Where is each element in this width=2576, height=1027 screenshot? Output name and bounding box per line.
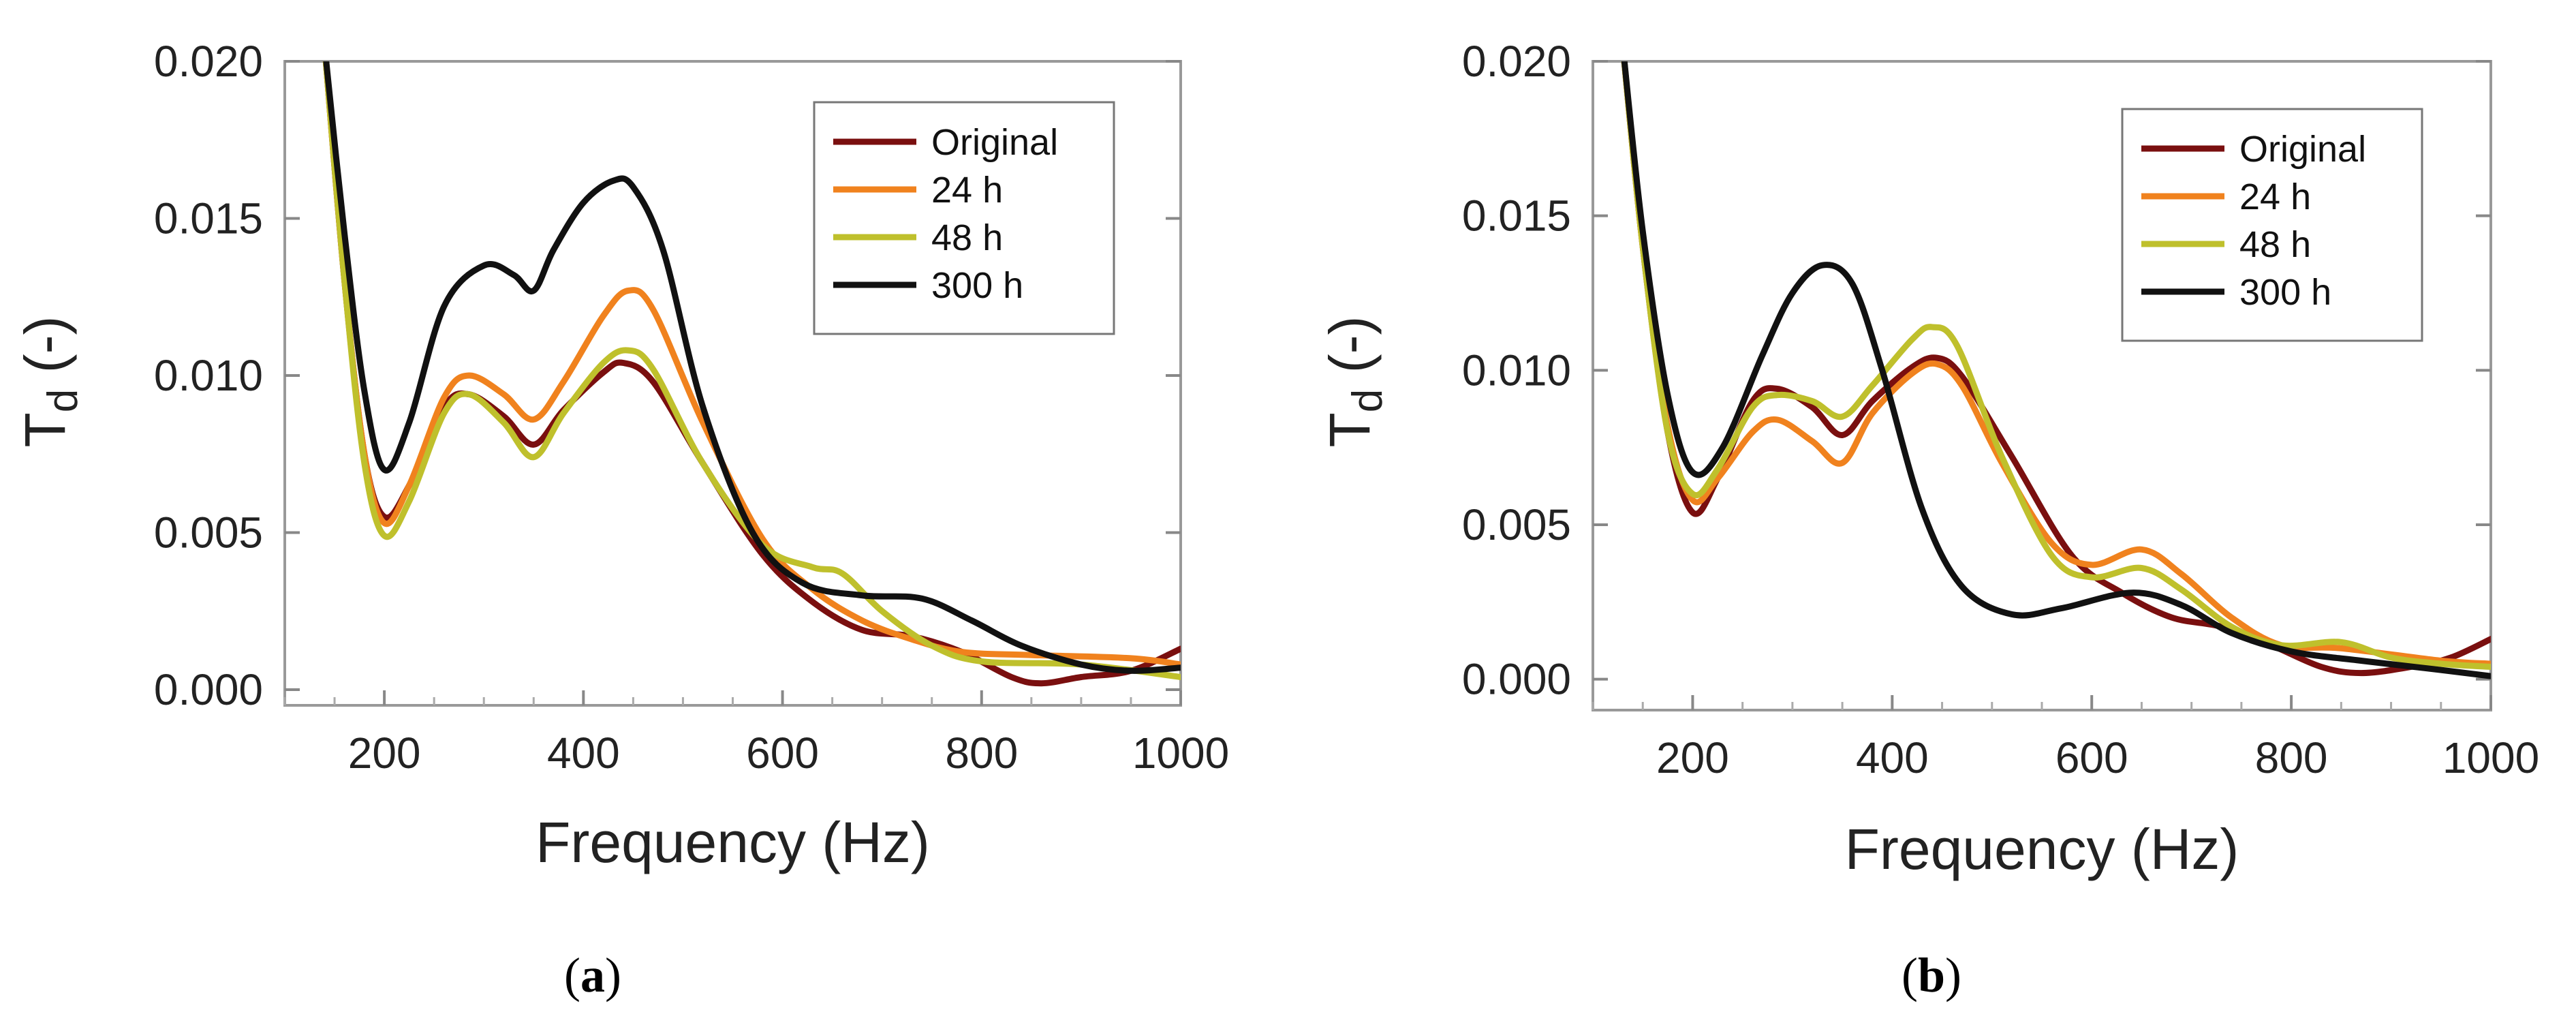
legend-label: 24 h: [2239, 177, 2311, 217]
x-tick-label: 600: [2055, 733, 2128, 782]
caption-letter: a: [580, 948, 605, 1002]
y-tick-label: 0.010: [154, 351, 263, 400]
legend-label: 300 h: [2239, 272, 2331, 313]
series-line-48-h: [322, 61, 1181, 680]
x-tick-label: 600: [746, 729, 819, 778]
x-axis-title-b: Frequency (Hz): [1845, 817, 2239, 881]
y-tick-label: 0.005: [1462, 500, 1571, 549]
y-tick-label: 0.020: [154, 37, 263, 86]
series-line-300-h: [1621, 61, 2491, 679]
x-axis-title-a: Frequency (Hz): [536, 810, 930, 874]
y-tick-label: 0.005: [154, 508, 263, 557]
series-group-b: [1621, 61, 2491, 679]
axis-ticks-a: 200 400 600 800 1000 0.000 0.005 0.010 0.015 0.02…: [154, 37, 1229, 778]
x-tick-label: 400: [1856, 733, 1929, 782]
series-line-original: [1621, 61, 2491, 677]
y-tick-label: 0.000: [1462, 655, 1571, 704]
series-line-300-h: [323, 61, 1181, 674]
x-tick-label: 800: [2255, 733, 2328, 782]
legend-label: 300 h: [931, 265, 1023, 306]
y-title-suffix: (-): [1318, 316, 1382, 388]
y-tick-label: 0.015: [154, 194, 263, 243]
y-axis-title-b: Td (-): [1318, 316, 1391, 447]
chart-panel-a: 200 400 600 800 1000 0.000 0.005 0.010 0.015 0.02…: [13, 37, 1229, 1002]
y-title-main: T: [1318, 412, 1382, 447]
legend-label: 48 h: [2239, 224, 2311, 265]
x-tick-label: 800: [945, 729, 1018, 778]
y-axis-title-text: Td (-): [1318, 316, 1391, 447]
y-axis-title-text: Td (-): [13, 316, 87, 447]
x-tick-label: 200: [348, 729, 421, 778]
x-tick-label: 1000: [1132, 729, 1229, 778]
y-title-subscript: d: [40, 389, 87, 412]
y-axis-title-a: Td (-): [13, 316, 87, 447]
legend-label: Original: [2239, 129, 2366, 170]
legend-label: Original: [931, 122, 1058, 163]
y-tick-label: 0.010: [1462, 346, 1571, 395]
legend-b: Original 24 h 48 h 300 h: [2121, 108, 2423, 342]
y-title-subscript: d: [1344, 389, 1391, 412]
caption-paren-close: ): [605, 948, 621, 1002]
x-tick-label: 1000: [2442, 733, 2539, 782]
legend-label: 48 h: [931, 217, 1003, 258]
y-tick-label: 0.000: [154, 665, 263, 714]
chart-panel-b: 200 400 600 800 1000 0.000 0.005 0.010 0.015 0.02…: [1318, 37, 2539, 1002]
y-title-main: T: [13, 412, 77, 447]
x-tick-label: 400: [547, 729, 620, 778]
caption-a: (a): [564, 948, 621, 1002]
caption-b: (b): [1902, 948, 1961, 1002]
x-tick-label: 200: [1656, 733, 1729, 782]
legend-label: 24 h: [931, 170, 1003, 211]
y-tick-label: 0.015: [1462, 191, 1571, 241]
caption-paren-open: (: [564, 948, 580, 1002]
series-group-a: [322, 61, 1181, 687]
y-tick-label: 0.020: [1462, 37, 1571, 86]
caption-letter: b: [1918, 948, 1945, 1002]
caption-paren-open: (: [1902, 948, 1918, 1002]
series-line-48-h: [1621, 61, 2491, 670]
caption-paren-close: ): [1945, 948, 1961, 1002]
legend-a: Original 24 h 48 h 300 h: [813, 101, 1115, 335]
axis-ticks-b: 200 400 600 800 1000 0.000 0.005 0.010 0.015 0.02…: [1462, 37, 2539, 782]
y-title-suffix: (-): [13, 316, 77, 388]
